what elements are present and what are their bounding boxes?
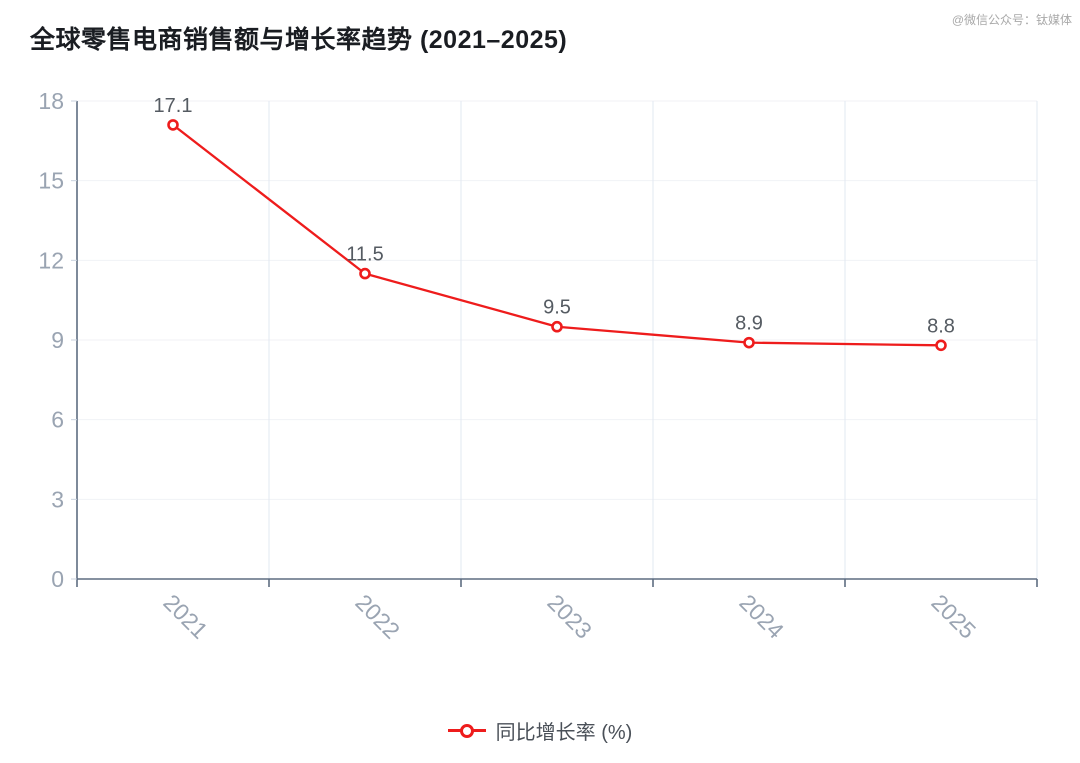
legend-line-marker-icon bbox=[447, 723, 486, 739]
legend-item-growth-rate[interactable]: 同比增长率 (%) bbox=[0, 716, 1080, 745]
svg-text:2023: 2023 bbox=[542, 589, 597, 644]
svg-text:2024: 2024 bbox=[734, 589, 789, 644]
watermark-text: @微信公众号：钛媒体 bbox=[951, 13, 1072, 27]
svg-text:9.5: 9.5 bbox=[543, 297, 571, 319]
svg-text:8.9: 8.9 bbox=[735, 313, 763, 335]
svg-text:2025: 2025 bbox=[926, 589, 981, 644]
svg-text:6: 6 bbox=[51, 407, 64, 433]
svg-text:2022: 2022 bbox=[350, 589, 405, 644]
svg-text:15: 15 bbox=[38, 168, 64, 194]
legend-circle-icon bbox=[459, 723, 474, 738]
svg-text:2021: 2021 bbox=[158, 589, 213, 644]
svg-text:0: 0 bbox=[51, 566, 64, 592]
svg-text:8.8: 8.8 bbox=[927, 315, 955, 337]
svg-text:18: 18 bbox=[38, 88, 64, 114]
svg-text:12: 12 bbox=[38, 247, 64, 273]
svg-text:11.5: 11.5 bbox=[346, 244, 383, 266]
svg-text:9: 9 bbox=[51, 327, 64, 353]
line-chart-canvas[interactable]: 0 3 6 9 12 15 18 2021 2022 2023 2024 2025 17.1 11.5 9.… bbox=[0, 0, 1080, 700]
chart-title: 全球零售电商销售额与增长率趋势 (2021–2025) bbox=[30, 26, 568, 54]
legend-label: 同比增长率 (%) bbox=[495, 722, 633, 744]
svg-text:3: 3 bbox=[51, 486, 64, 512]
svg-text:17.1: 17.1 bbox=[154, 95, 193, 117]
